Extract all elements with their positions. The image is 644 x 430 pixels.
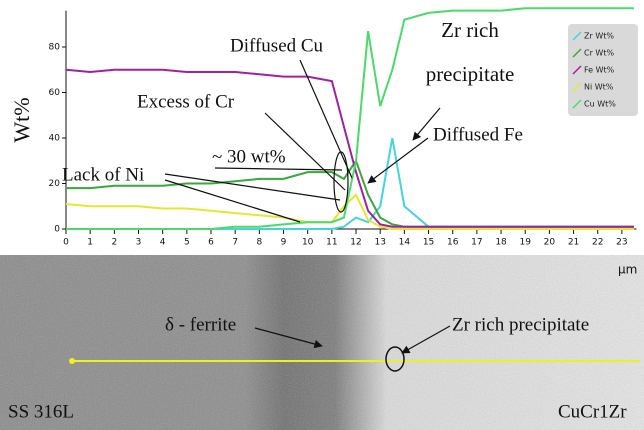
arrow	[367, 137, 429, 184]
y-tick-label: 40	[49, 134, 61, 144]
legend-label: Ni Wt%	[584, 83, 614, 92]
highlight-ellipse	[333, 151, 349, 213]
x-tick-label: 0	[63, 238, 69, 248]
legend-swatch	[572, 65, 582, 75]
x-tick-label: 3	[136, 238, 142, 248]
y-tick-label: 20	[49, 179, 61, 189]
arrow	[254, 327, 323, 349]
y-tick-label: 60	[49, 88, 61, 98]
x-tick-label: 14	[399, 238, 411, 248]
arrow	[264, 112, 346, 191]
sem-image: δ - ferrite Zr rich precipitate SS 316L …	[0, 255, 644, 430]
legend-swatch	[572, 31, 582, 41]
x-tick-label: 8	[256, 238, 262, 248]
legend-swatch	[572, 99, 582, 109]
annotation: Diffused Cu	[230, 35, 324, 56]
x-tick-label: 7	[232, 238, 238, 248]
arrow	[164, 179, 301, 223]
y-axis-label: Wt%	[9, 97, 34, 142]
image-label: CuCr1Zr	[558, 401, 627, 422]
legend-label: Cu Wt%	[584, 100, 616, 109]
x-tick-label: 5	[184, 238, 190, 248]
image-label: δ - ferrite	[165, 314, 236, 335]
legend-label: Cr Wt%	[584, 49, 614, 58]
sem-noise	[0, 255, 644, 430]
x-tick-label: 16	[447, 238, 459, 248]
x-axis-unit: µm	[618, 263, 637, 277]
annotation: Lack of Ni	[62, 164, 144, 185]
annotation: precipitate	[426, 62, 515, 86]
annotation-arrows	[164, 59, 441, 223]
arrow	[164, 173, 341, 201]
annotation: Zr rich	[441, 18, 499, 42]
x-tick-label: 21	[568, 238, 579, 248]
x-tick-label: 2	[111, 238, 117, 248]
legend-swatch	[572, 82, 582, 92]
arrow	[214, 167, 343, 171]
image-label: Zr rich precipitate	[452, 314, 589, 335]
x-tick-label: 4	[160, 238, 166, 248]
x-tick-label: 17	[471, 238, 482, 248]
x-tick-label: 9	[281, 238, 287, 248]
arrow	[299, 59, 353, 179]
x-tick-label: 19	[519, 238, 531, 248]
y-tick-label: 0	[54, 225, 60, 235]
separator	[0, 244, 644, 255]
x-tick-label: 15	[423, 238, 434, 248]
annotation: Excess of Cr	[137, 91, 235, 112]
x-tick-label: 23	[616, 238, 627, 248]
x-tick-label: 12	[350, 238, 361, 248]
x-tick-label: 20	[544, 238, 556, 248]
legend-box	[568, 24, 638, 116]
legend: Zr Wt% Cr Wt% Fe Wt% Ni Wt% Cu Wt%	[568, 24, 638, 116]
arrow	[412, 107, 441, 141]
scan-start	[69, 358, 75, 364]
arrow	[401, 325, 451, 354]
series-line	[66, 7, 634, 230]
precipitate-circle	[385, 346, 405, 372]
legend-swatch	[572, 48, 582, 58]
x-tick-label: 10	[302, 238, 314, 248]
x-tick-label: 18	[495, 238, 507, 248]
x-tick-label: 6	[208, 238, 214, 248]
annotations: Diffused Cu Zr rich precipitate Excess o…	[62, 18, 523, 186]
x-tick-label: 11	[326, 238, 337, 248]
image-label: SS 316L	[8, 401, 74, 422]
legend-label: Fe Wt%	[584, 66, 615, 75]
x-tick-label: 22	[592, 238, 603, 248]
y-tick-label: 80	[49, 43, 61, 53]
x-tick-label: 13	[374, 238, 385, 248]
annotation: Diffused Fe	[433, 124, 523, 145]
annotation: ~ 30 wt%	[212, 146, 286, 167]
series-line	[65, 68, 634, 228]
x-tick-label: 1	[87, 238, 93, 248]
legend-label: Zr Wt%	[584, 32, 614, 41]
series-line	[65, 193, 634, 230]
